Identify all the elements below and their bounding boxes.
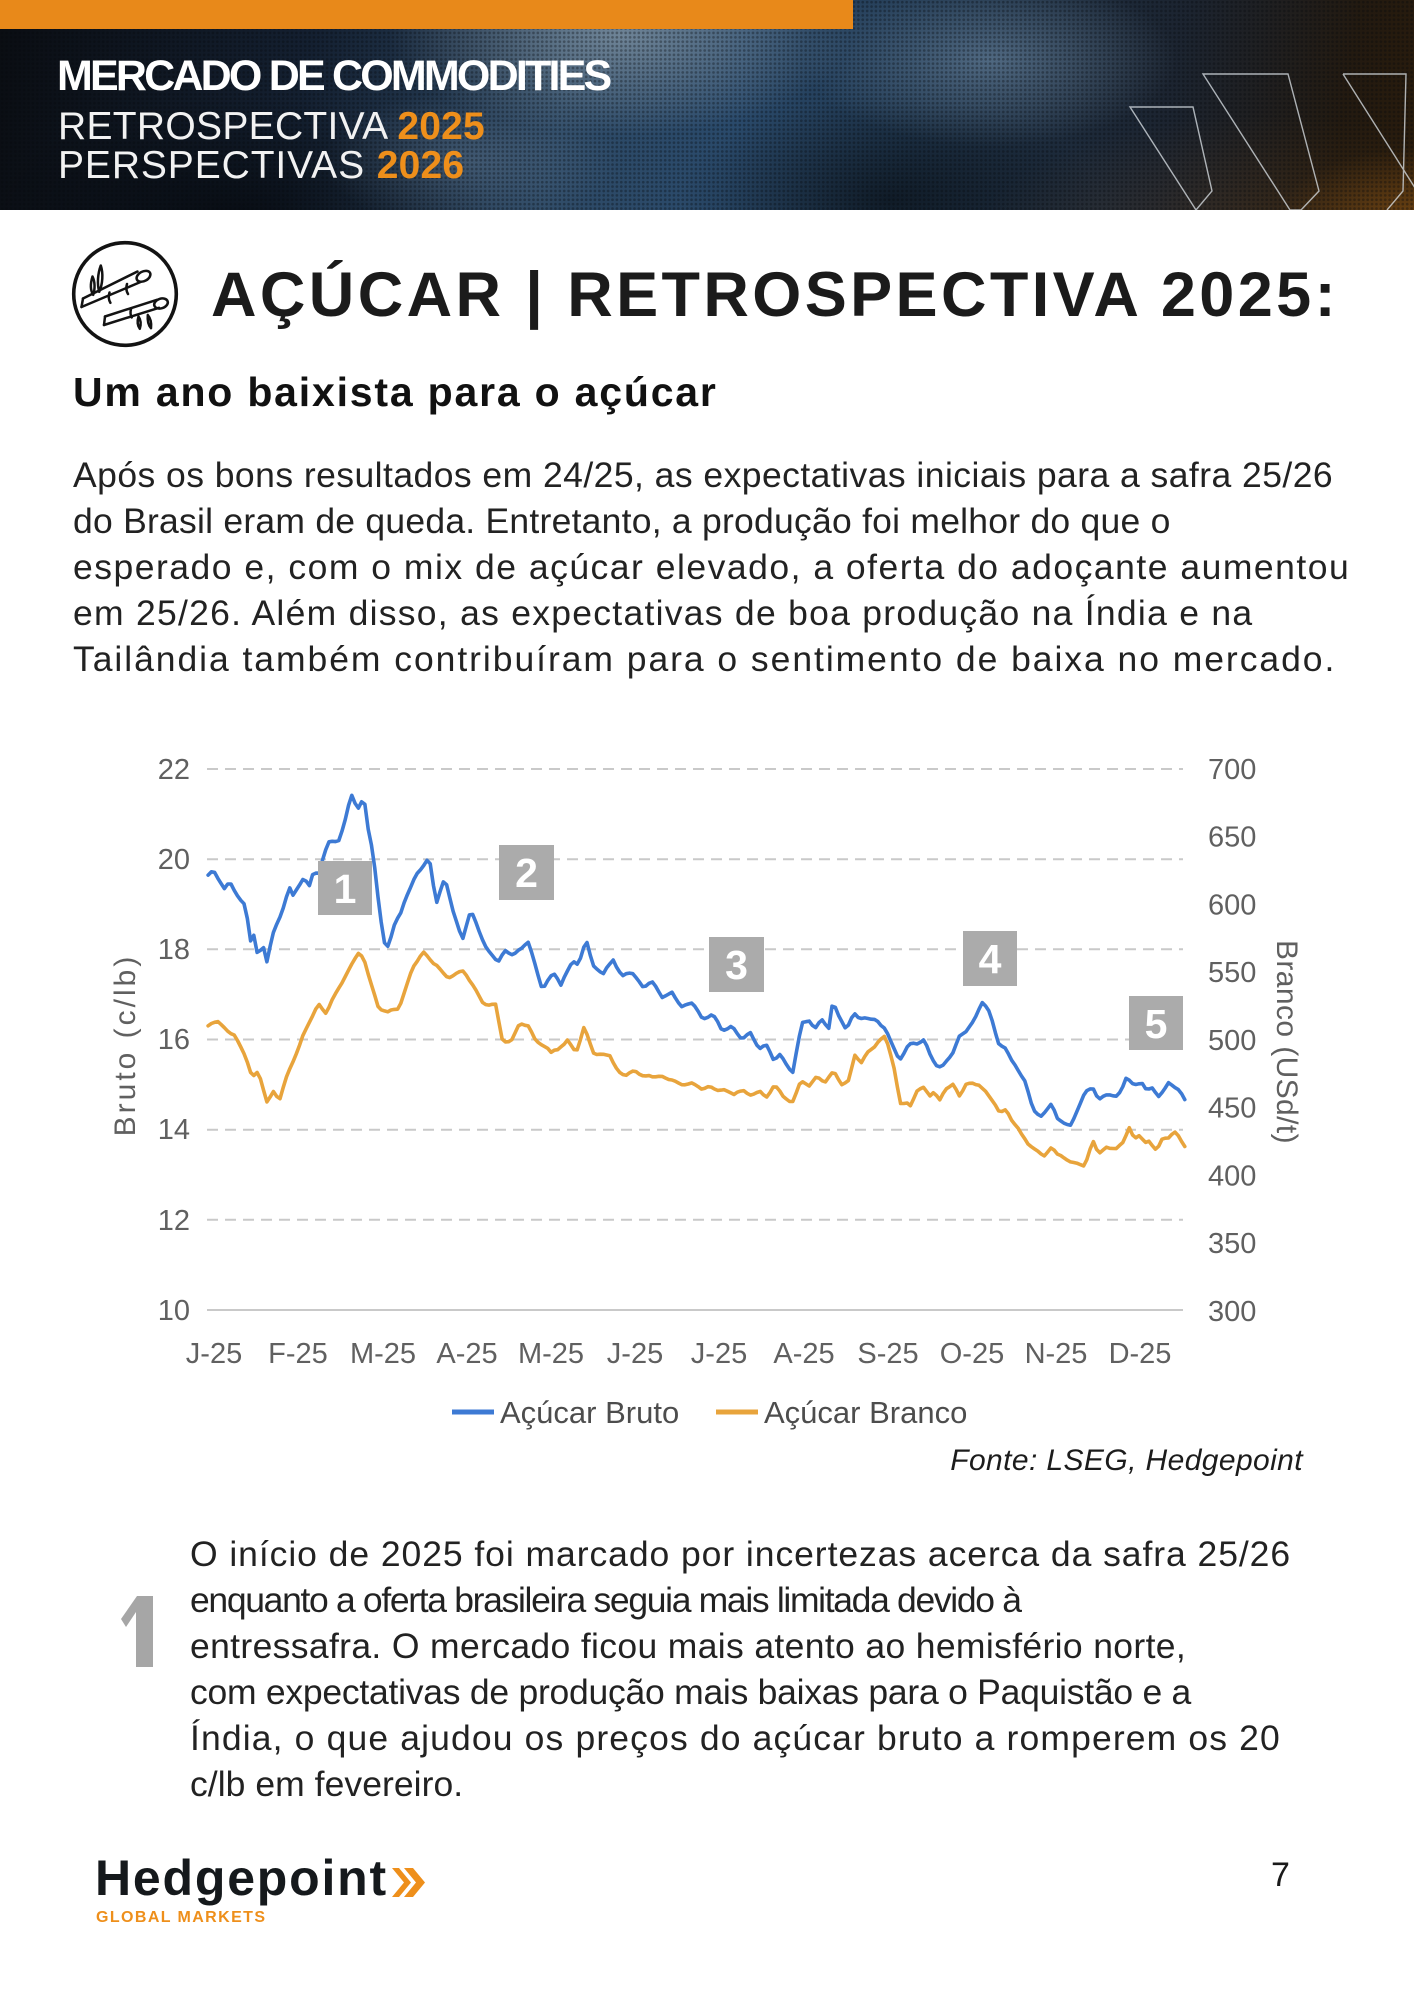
svg-text:Açúcar Branco: Açúcar Branco	[764, 1395, 967, 1430]
svg-text:J-25: J-25	[607, 1338, 663, 1370]
svg-text:300: 300	[1208, 1296, 1256, 1328]
svg-text:J-25: J-25	[186, 1338, 242, 1370]
svg-text:Branco (USd/t): Branco (USd/t)	[1270, 940, 1303, 1144]
svg-text:16: 16	[158, 1024, 190, 1056]
svg-text:700: 700	[1208, 754, 1256, 786]
svg-text:O-25: O-25	[940, 1338, 1004, 1370]
svg-text:400: 400	[1208, 1161, 1256, 1193]
svg-text:18: 18	[158, 934, 190, 966]
svg-text:4: 4	[979, 936, 1002, 982]
svg-text:3: 3	[725, 942, 748, 988]
svg-text:2: 2	[515, 850, 538, 896]
svg-text:5: 5	[1145, 1001, 1168, 1047]
svg-text:550: 550	[1208, 957, 1256, 989]
svg-text:M-25: M-25	[518, 1338, 584, 1370]
svg-text:12: 12	[158, 1205, 190, 1237]
svg-text:600: 600	[1208, 890, 1256, 922]
svg-text:450: 450	[1208, 1093, 1256, 1125]
svg-text:1: 1	[334, 866, 357, 912]
svg-text:A-25: A-25	[436, 1338, 497, 1370]
svg-text:Bruto (c/lb): Bruto (c/lb)	[109, 954, 142, 1137]
svg-text:20: 20	[158, 844, 190, 876]
svg-text:650: 650	[1208, 822, 1256, 854]
svg-text:M-25: M-25	[350, 1338, 416, 1370]
svg-text:22: 22	[158, 754, 190, 786]
svg-text:350: 350	[1208, 1228, 1256, 1260]
svg-text:N-25: N-25	[1025, 1338, 1088, 1370]
svg-text:S-25: S-25	[857, 1338, 918, 1370]
svg-text:14: 14	[158, 1114, 190, 1146]
svg-text:F-25: F-25	[268, 1338, 328, 1370]
svg-text:D-25: D-25	[1109, 1338, 1172, 1370]
svg-text:500: 500	[1208, 1025, 1256, 1057]
svg-text:10: 10	[158, 1295, 190, 1327]
svg-text:J-25: J-25	[691, 1338, 747, 1370]
svg-text:Açúcar Bruto: Açúcar Bruto	[500, 1395, 679, 1430]
svg-text:A-25: A-25	[773, 1338, 834, 1370]
